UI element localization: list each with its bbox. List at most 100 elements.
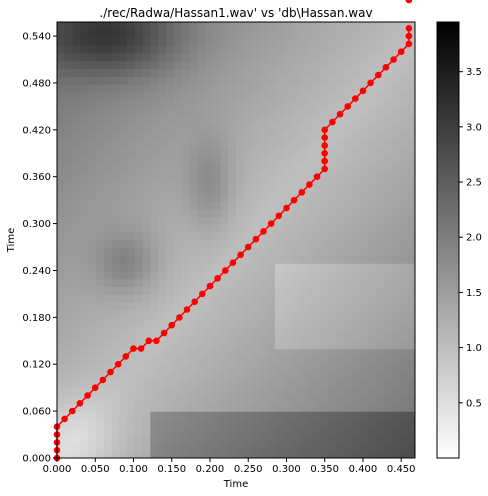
heatmap-cell: [329, 419, 338, 428]
heatmap-cell: [165, 232, 175, 241]
heatmap-cell: [103, 60, 112, 70]
heatmap-cell: [243, 107, 252, 116]
heatmap-cell: [189, 380, 198, 389]
heatmap-cell: [243, 84, 252, 93]
heatmap-cell: [173, 240, 182, 249]
heatmap-cell: [236, 380, 245, 389]
heatmap-cell: [64, 76, 73, 85]
heatmap-cell: [80, 255, 89, 264]
heatmap-cell: [391, 107, 400, 116]
heatmap-cell: [313, 92, 323, 101]
heatmap-cell: [95, 68, 105, 77]
heatmap-cell: [267, 294, 276, 303]
heatmap-cell: [376, 131, 385, 140]
heatmap-cell: [111, 146, 120, 155]
heatmap-cell: [57, 201, 66, 210]
heatmap-cell: [173, 216, 182, 225]
heatmap-cell: [181, 138, 190, 147]
heatmap-cell: [165, 60, 175, 70]
heatmap-cell: [267, 84, 276, 93]
heatmap-cell: [228, 372, 237, 381]
path-point: [84, 392, 91, 399]
heatmap-cell: [181, 37, 190, 46]
heatmap-cell: [383, 107, 393, 116]
heatmap-cell: [150, 68, 159, 77]
heatmap-cell: [64, 123, 73, 132]
heatmap-cell: [376, 216, 385, 225]
heatmap-cell: [228, 395, 237, 404]
heatmap-cell: [142, 255, 151, 264]
heatmap-cell: [267, 53, 276, 62]
heatmap-cell: [306, 123, 315, 132]
heatmap-cell: [259, 395, 268, 404]
heatmap-cell: [88, 310, 97, 319]
heatmap-cell: [134, 442, 144, 451]
heatmap-cell: [88, 115, 97, 124]
heatmap-cell: [181, 22, 190, 31]
heatmap-cell: [88, 294, 97, 303]
heatmap-cell: [329, 302, 338, 311]
heatmap-cell: [197, 356, 206, 365]
heatmap-cell: [251, 115, 260, 124]
heatmap-cell: [212, 232, 221, 241]
heatmap-cell: [243, 216, 252, 225]
heatmap-cell: [204, 403, 214, 412]
heatmap-cell: [306, 22, 315, 31]
heatmap-cell: [329, 154, 338, 163]
heatmap-cell: [80, 138, 89, 147]
heatmap-cell: [306, 247, 315, 256]
heatmap-cell: [344, 107, 354, 116]
heatmap-cell: [88, 426, 97, 436]
heatmap-cell: [57, 232, 66, 241]
heatmap-cell: [290, 271, 299, 280]
heatmap-cell: [267, 372, 276, 381]
heatmap-cell: [290, 76, 299, 85]
heatmap-cell: [383, 271, 393, 280]
heatmap-cell: [165, 271, 175, 280]
heatmap-cell: [267, 317, 276, 327]
heatmap-cell: [313, 123, 323, 132]
heatmap-cell: [274, 341, 284, 350]
heatmap-cell: [368, 146, 377, 155]
heatmap-cell: [236, 372, 245, 381]
heatmap-cell: [57, 92, 66, 101]
heatmap-cell: [212, 286, 221, 295]
heatmap-cell: [204, 380, 214, 389]
heatmap-cell: [88, 341, 97, 350]
heatmap-cell: [407, 177, 416, 186]
heatmap-cell: [376, 193, 385, 202]
heatmap-cell: [150, 162, 159, 171]
x-tick-label: 0.350: [310, 464, 339, 475]
heatmap-cell: [368, 317, 377, 327]
heatmap-cell: [103, 310, 112, 319]
heatmap-cell: [173, 325, 182, 334]
heatmap-cell: [127, 76, 136, 85]
heatmap-cell: [88, 240, 97, 249]
heatmap-cell: [282, 232, 291, 241]
heatmap-cell: [111, 341, 120, 350]
heatmap-cell: [57, 169, 66, 179]
heatmap-cell: [72, 395, 81, 404]
path-point: [321, 142, 329, 149]
heatmap-cell: [204, 364, 214, 373]
heatmap-cell: [103, 84, 112, 93]
heatmap-cell: [181, 325, 190, 334]
heatmap-cell: [212, 403, 221, 412]
heatmap-cell: [181, 387, 190, 397]
heatmap-cell: [197, 193, 206, 202]
heatmap-cell: [189, 177, 198, 186]
heatmap-cell: [212, 411, 221, 420]
heatmap-cell: [64, 255, 73, 264]
heatmap-cell: [329, 294, 338, 303]
heatmap-cell: [290, 310, 299, 319]
heatmap-cell: [189, 255, 198, 264]
heatmap-cell: [360, 317, 369, 327]
heatmap-cell: [391, 434, 400, 443]
heatmap-cell: [204, 325, 214, 334]
heatmap-cell: [127, 372, 136, 381]
heatmap-cell: [134, 372, 144, 381]
heatmap-cell: [399, 216, 408, 225]
heatmap-cell: [282, 53, 291, 62]
heatmap-cell: [407, 115, 416, 124]
heatmap-cell: [236, 76, 245, 85]
